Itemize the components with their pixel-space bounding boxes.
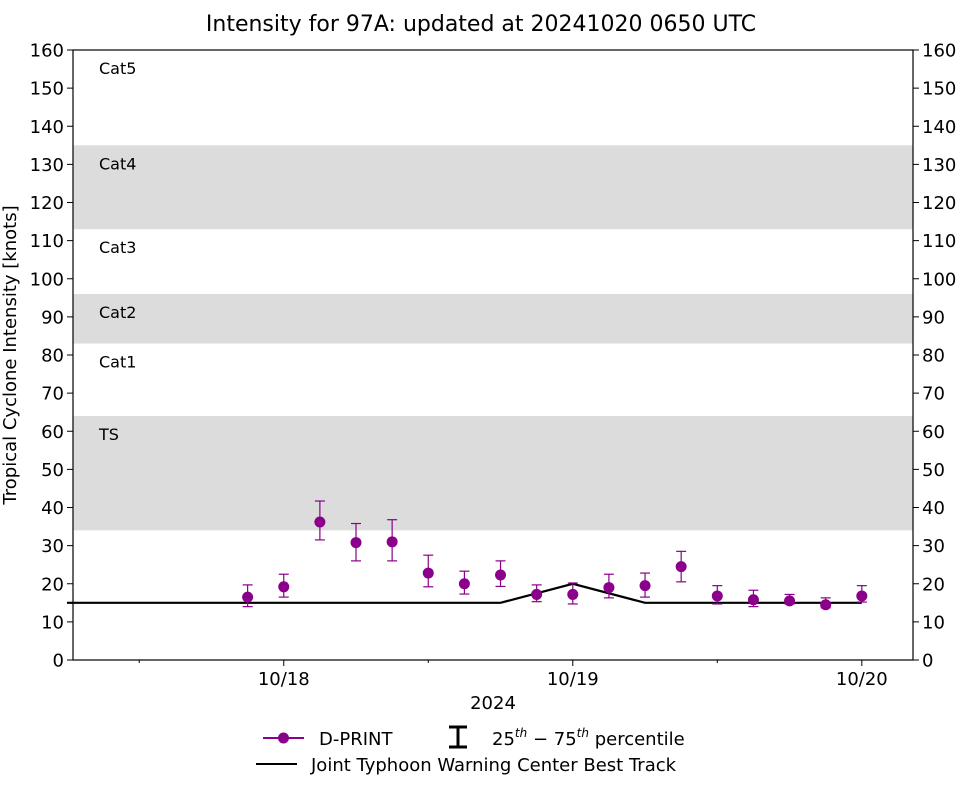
y-tick-label-right: 140 [922,117,956,138]
band-cat4 [73,145,913,230]
y-tick-label-left: 10 [41,612,64,633]
y-tick-label-right: 20 [922,574,945,595]
dprint-point [747,594,759,606]
y-tick-label-right: 130 [922,155,956,176]
band-label-cat2: Cat2 [99,303,136,322]
y-tick-label-left: 130 [30,155,64,176]
category-bands: TS Cat1 Cat2 Cat3 Cat4 Cat5 [73,59,913,531]
y-tick-label-left: 30 [41,536,64,557]
dprint-point [314,516,326,528]
y-tick-label-right: 110 [922,231,956,252]
y-tick-label-left: 20 [41,574,64,595]
dprint-point [422,567,434,579]
legend-dprint-marker [278,732,289,744]
y-tick-label-left: 80 [41,346,64,367]
dprint-point [386,536,398,548]
x-tick-label: 10/18 [258,669,310,690]
dprint-point [675,561,687,573]
y-tick-label-right: 10 [922,612,945,633]
dprint-point [495,569,507,581]
dprint-point [567,588,579,600]
y-tick-label-right: 60 [922,422,945,443]
dprint-point [603,582,615,594]
y-tick-label-right: 40 [922,498,945,519]
x-tick-label: 10/19 [547,669,599,690]
axis-ticks: 0 0 10 10 20 20 30 30 40 40 50 50 60 60 70 70 80 80 90 90 10… [30,41,957,691]
y-tick-label-right: 120 [922,193,956,214]
y-tick-label-left: 40 [41,498,64,519]
y-tick-label-left: 140 [30,117,64,138]
y-tick-label-left: 70 [41,384,64,405]
dprint-point [242,591,254,603]
x-tick-label: 10/20 [836,669,888,690]
y-tick-label-left: 100 [30,269,64,290]
plot-frame [72,49,914,661]
band-label-ts: TS [98,425,119,444]
dprint-point [639,580,651,592]
dprint-point [350,537,362,549]
x-axis-label: 2024 [470,693,516,714]
y-tick-label-right: 0 [922,651,933,672]
dprint-series [242,500,868,611]
legend-dprint-label: D-PRINT [319,729,393,750]
y-tick-label-right: 80 [922,346,945,367]
y-tick-label-left: 110 [30,231,64,252]
band-label-cat1: Cat1 [99,353,136,372]
y-tick-label-right: 30 [922,536,945,557]
band-cat2 [73,294,913,344]
y-tick-label-left: 50 [41,460,64,481]
legend-best-track-label: Joint Typhoon Warning Center Best Track [310,755,677,776]
band-label-cat3: Cat3 [99,238,136,257]
dprint-point [784,595,796,607]
y-axis-label: Tropical Cyclone Intensity [knots] [0,205,21,505]
y-tick-label-left: 90 [41,307,64,328]
dprint-point [278,581,290,593]
y-tick-label-right: 50 [922,460,945,481]
chart-title: Intensity for 97A: updated at 20241020 0… [206,12,756,37]
y-tick-label-right: 160 [922,41,956,62]
y-tick-label-right: 70 [922,384,945,405]
y-tick-label-left: 0 [53,651,64,672]
dprint-point [458,578,470,590]
legend-percentile-label: 25th − 75th percentile [492,726,685,750]
y-tick-label-right: 90 [922,307,945,328]
band-label-cat4: Cat4 [99,154,136,173]
y-tick-label-left: 120 [30,193,64,214]
band-ts [73,416,913,531]
dprint-point [856,590,868,602]
dprint-point [711,590,723,602]
y-tick-label-right: 150 [922,79,956,100]
legend: D-PRINT 25th − 75th percentile Joint Typ… [256,725,685,776]
dprint-point [820,599,832,611]
y-tick-label-left: 150 [30,79,64,100]
band-label-cat5: Cat5 [99,59,136,78]
y-tick-label-left: 160 [30,41,64,62]
y-tick-label-right: 100 [922,269,956,290]
legend-percentile-icon [449,725,467,749]
dprint-point [531,588,543,600]
y-tick-label-left: 60 [41,422,64,443]
